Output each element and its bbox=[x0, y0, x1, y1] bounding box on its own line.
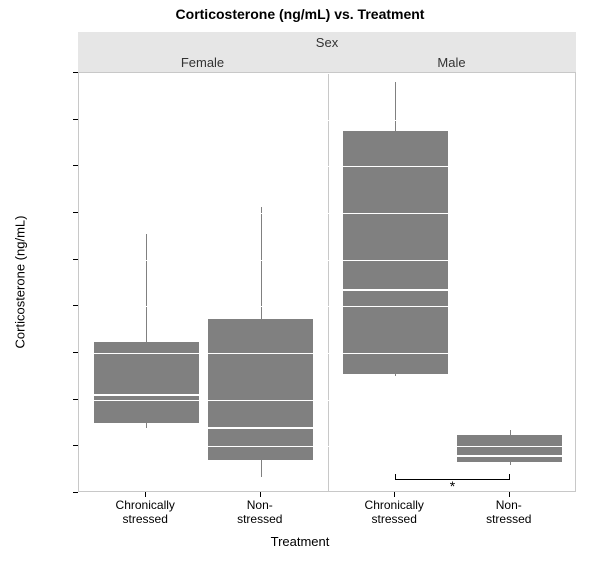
whisker bbox=[261, 207, 262, 319]
y-tick-mark bbox=[73, 165, 78, 166]
whisker bbox=[395, 374, 396, 376]
median-line bbox=[208, 427, 313, 429]
x-tick-mark bbox=[145, 492, 146, 497]
x-tick-label: Non- stressed bbox=[237, 498, 282, 526]
box bbox=[343, 131, 448, 375]
y-tick-mark bbox=[73, 212, 78, 213]
gridline bbox=[79, 493, 575, 494]
plot-area: * bbox=[78, 72, 576, 492]
x-axis-label: Treatment bbox=[0, 534, 600, 549]
y-tick-mark bbox=[73, 72, 78, 73]
gridline bbox=[79, 446, 575, 447]
boxplot-figure: Corticosterone (ng/mL) vs. Treatment Sex… bbox=[0, 0, 600, 579]
whisker bbox=[395, 82, 396, 131]
x-tick-mark bbox=[260, 492, 261, 497]
panel-female bbox=[79, 73, 328, 491]
median-line bbox=[94, 394, 199, 396]
median-line bbox=[343, 289, 448, 291]
x-tick-mark bbox=[394, 492, 395, 497]
gridline bbox=[79, 353, 575, 354]
facet-strip-male: Male bbox=[327, 52, 576, 72]
y-tick-mark bbox=[73, 259, 78, 260]
y-tick-mark bbox=[73, 399, 78, 400]
gridline bbox=[79, 213, 575, 214]
whisker bbox=[146, 234, 147, 342]
chart-title: Corticosterone (ng/mL) vs. Treatment bbox=[0, 6, 600, 22]
median-line bbox=[457, 455, 562, 457]
gridline bbox=[79, 306, 575, 307]
x-tick-label: Chronically stressed bbox=[116, 498, 175, 526]
box bbox=[208, 319, 313, 460]
box bbox=[457, 435, 562, 462]
gridline bbox=[79, 166, 575, 167]
y-axis-label: Corticosterone (ng/mL) bbox=[13, 216, 28, 349]
whisker bbox=[146, 423, 147, 428]
facet-variable-label: Sex bbox=[316, 35, 338, 50]
gridline bbox=[79, 120, 575, 121]
significance-label: * bbox=[450, 478, 455, 494]
y-tick-mark bbox=[73, 119, 78, 120]
x-tick-label: Chronically stressed bbox=[365, 498, 424, 526]
whisker bbox=[261, 460, 262, 477]
facet-strip-variable: Sex bbox=[78, 32, 576, 53]
panel-male: * bbox=[328, 73, 577, 491]
y-tick-mark bbox=[73, 492, 78, 493]
x-tick-mark bbox=[509, 492, 510, 497]
whisker bbox=[510, 462, 511, 465]
gridline bbox=[79, 260, 575, 261]
gridline bbox=[79, 400, 575, 401]
facet-strip-female: Female bbox=[78, 52, 327, 72]
facet-level-1: Male bbox=[437, 55, 465, 70]
facet-level-0: Female bbox=[181, 55, 224, 70]
gridline bbox=[79, 73, 575, 74]
y-tick-mark bbox=[73, 445, 78, 446]
y-tick-mark bbox=[73, 352, 78, 353]
y-tick-mark bbox=[73, 305, 78, 306]
x-tick-label: Non- stressed bbox=[486, 498, 531, 526]
